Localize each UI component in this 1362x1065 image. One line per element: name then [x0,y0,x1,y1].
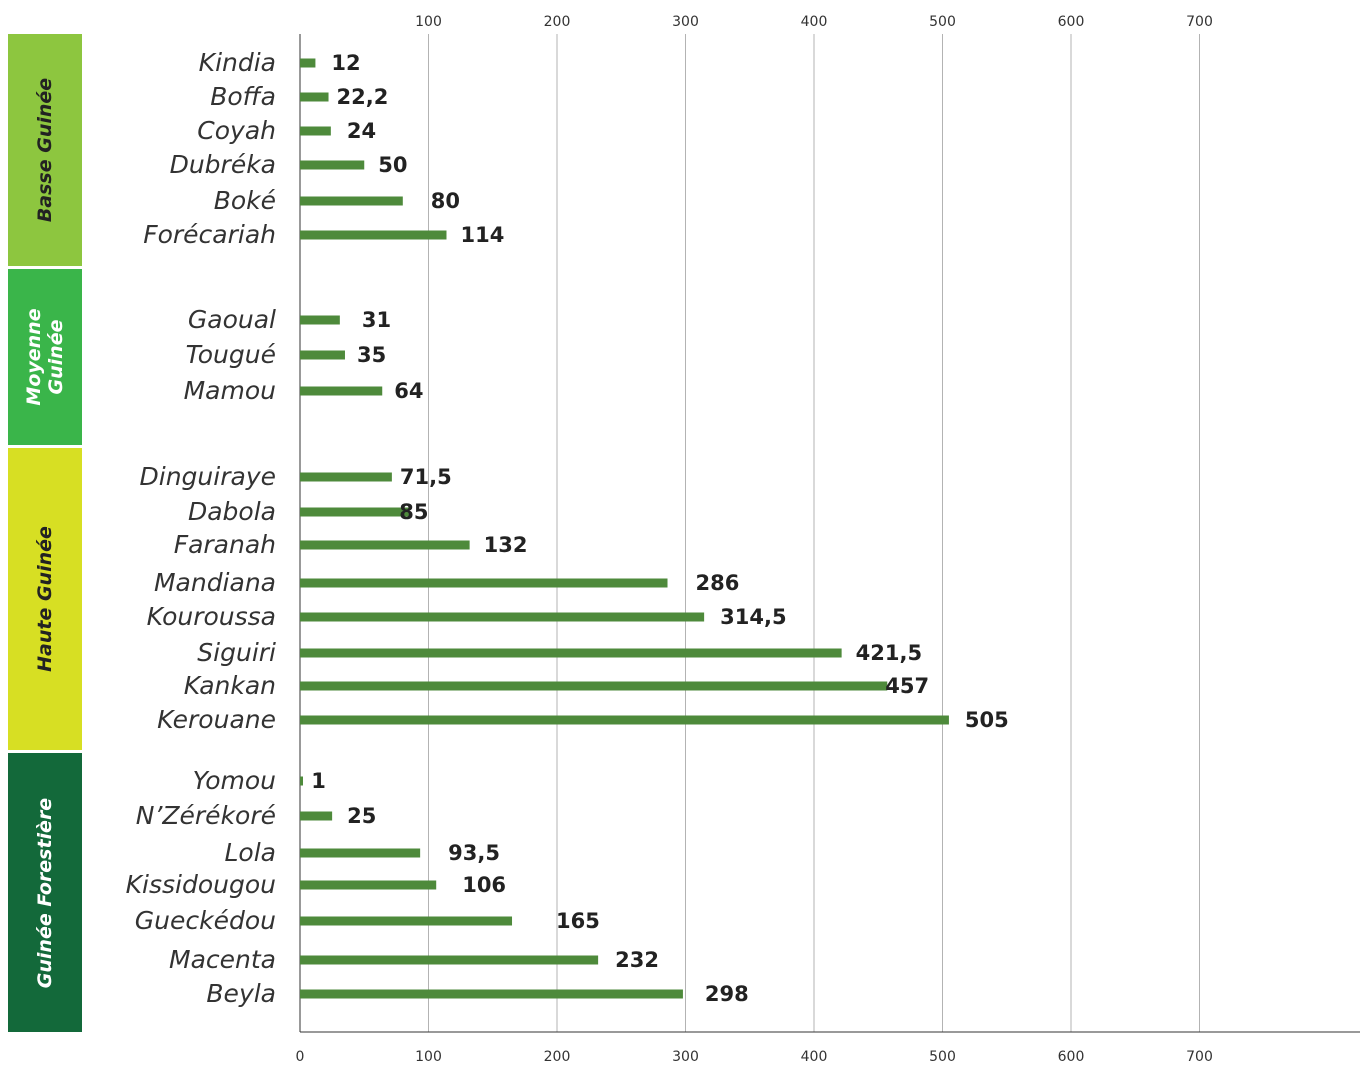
category-label-Coyah: Coyah [197,116,276,145]
data-label-Macenta: 232 [615,948,659,972]
bar-Kissidougou [300,880,437,890]
x-tick-label-top-600: 600 [1058,14,1085,30]
data-label-Faranah: 132 [484,533,528,557]
data-label-Siguiri: 421,5 [856,641,922,665]
bar-Tougué [300,350,345,360]
bar-Lola [300,848,421,858]
x-tick-label-top-400: 400 [801,14,828,30]
category-label-N’Zérékoré: N’Zérékoré [136,801,276,830]
bar-Boké [300,196,403,206]
category-label-Boké: Boké [214,186,276,215]
category-label-Dabola: Dabola [188,497,276,526]
data-label-Gueckédou: 165 [556,909,600,933]
bar-N’Zérékoré [300,811,333,821]
band-guinee-forestiere: Guinée Forestière [8,753,82,1032]
bar-Beyla [300,989,683,999]
x-tick-label-top-100: 100 [415,14,442,30]
x-tick-label-top-500: 500 [929,14,956,30]
category-label-Lola: Lola [225,838,277,867]
data-label-Dinguiraye: 71,5 [400,465,452,489]
category-label-Dubréka: Dubréka [170,150,276,179]
bar-Dabola [300,507,410,517]
x-tick-label-bottom-600: 600 [1058,1049,1085,1065]
bar-Kindia [300,58,316,68]
data-label-Beyla: 298 [705,982,749,1006]
bar-Siguiri [300,648,842,658]
data-label-Dubréka: 50 [378,153,407,177]
data-label-Forécariah: 114 [460,223,504,247]
x-tick-label-bottom-200: 200 [544,1049,571,1065]
data-label-Lola: 93,5 [448,841,500,865]
x-tick-label-bottom-700: 700 [1186,1049,1213,1065]
bar-Faranah [300,540,470,550]
data-label-Gaoual: 31 [362,308,391,332]
category-label-Siguiri: Siguiri [197,638,276,667]
x-tick-label-top-700: 700 [1186,14,1213,30]
bar-Mandiana [300,578,668,588]
category-label-Tougué: Tougué [186,340,276,369]
bar-Kouroussa [300,612,705,622]
category-label-Mamou: Mamou [184,376,276,405]
bar-Kerouane [300,715,949,725]
bar-Boffa [300,92,329,102]
bar-Kankan [300,681,888,691]
data-label-Kindia: 12 [331,51,360,75]
data-label-Dabola: 85 [399,500,428,524]
category-label-Macenta: Macenta [169,945,276,974]
category-label-Dinguiraye: Dinguiraye [140,462,276,491]
category-label-Kerouane: Kerouane [157,705,276,734]
bar-Forécariah [300,230,447,240]
category-label-Kissidougou: Kissidougou [126,870,276,899]
bar-Dubréka [300,160,365,170]
band-basse-guinee: Basse Guinée [8,34,82,266]
category-label-Mandiana: Mandiana [154,568,276,597]
category-label-Kankan: Kankan [184,671,276,700]
data-label-Mandiana: 286 [696,571,740,595]
category-label-Kouroussa: Kouroussa [147,602,276,631]
band-haute-guinee: Haute Guinée [8,448,82,750]
bar-Macenta [300,955,599,965]
bar-Gueckédou [300,916,513,926]
data-label-Kerouane: 505 [965,708,1009,732]
x-tick-label-bottom-400: 400 [801,1049,828,1065]
category-label-Kindia: Kindia [199,48,276,77]
data-label-Coyah: 24 [347,119,376,143]
data-label-Tougué: 35 [357,343,386,367]
data-label-Kouroussa: 314,5 [720,605,786,629]
x-tick-label-bottom-100: 100 [415,1049,442,1065]
data-label-Boké: 80 [431,189,460,213]
category-label-Beyla: Beyla [206,979,276,1008]
band-moyenne-guinee: Moyenne Guinée [8,269,82,445]
data-label-Kankan: 457 [885,674,929,698]
x-tick-label-top-200: 200 [544,14,571,30]
x-tick-label-top-300: 300 [672,14,699,30]
category-label-Faranah: Faranah [174,530,276,559]
category-label-Gaoual: Gaoual [188,305,276,334]
data-label-Yomou: 1 [311,769,326,793]
x-tick-label-bottom-500: 500 [929,1049,956,1065]
data-label-Mamou: 64 [394,379,423,403]
category-label-Boffa: Boffa [210,82,276,111]
x-tick-label-bottom-0: 0 [296,1049,305,1065]
bar-Gaoual [300,315,340,325]
bar-Dinguiraye [300,472,392,482]
category-label-Yomou: Yomou [193,766,276,795]
data-label-Boffa: 22,2 [337,85,389,109]
data-label-Kissidougou: 106 [462,873,506,897]
category-label-Forécariah: Forécariah [143,220,276,249]
x-tick-label-bottom-300: 300 [672,1049,699,1065]
bar-Mamou [300,386,383,396]
category-label-Gueckédou: Gueckédou [135,906,276,935]
bar-Coyah [300,126,331,136]
bar-Yomou [300,776,303,786]
data-label-N’Zérékoré: 25 [347,804,376,828]
